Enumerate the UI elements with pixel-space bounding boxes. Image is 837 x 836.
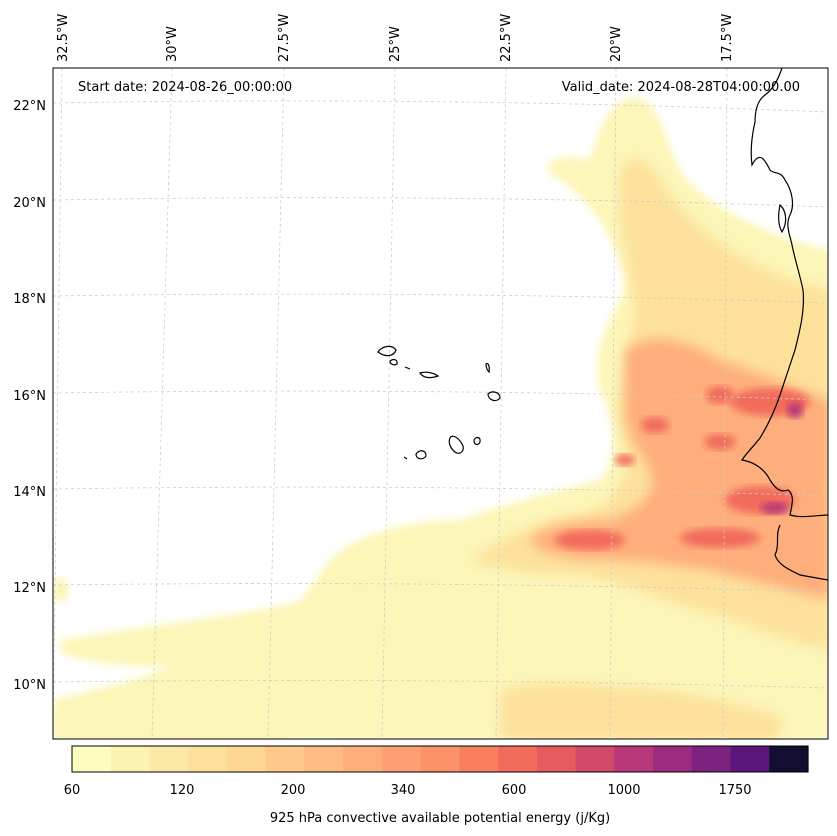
colorbar-segment	[459, 746, 499, 772]
colorbar-segment	[226, 746, 267, 772]
colorbar-segment	[769, 746, 809, 772]
colorbar-segment	[498, 746, 538, 772]
longitude-labels: 32.5°W 30°W 27.5°W 25°W 22.5°W 20°W 17.5…	[56, 14, 735, 62]
cape-field	[53, 97, 828, 739]
colorbar-tick-label: 1750	[718, 783, 751, 798]
colorbar-segment	[304, 746, 344, 772]
colorbar-segment	[149, 746, 189, 772]
colorbar-segment	[691, 746, 732, 772]
colorbar-label: 925 hPa convective available potential e…	[270, 811, 610, 826]
lon-label: 25°W	[388, 26, 403, 62]
colorbar-frame	[71, 745, 809, 773]
colorbar-tick-label: 340	[391, 783, 416, 798]
colorbar-tick-label: 200	[281, 783, 306, 798]
cape-peak	[761, 402, 803, 514]
lon-label: 17.5°W	[720, 14, 735, 62]
cape-verde-islands	[377, 345, 501, 460]
colorbar-tick-label: 1000	[607, 783, 640, 798]
lat-label: 12°N	[13, 581, 46, 596]
lat-label: 18°N	[13, 292, 46, 307]
coastline	[741, 68, 828, 581]
lat-label: 10°N	[13, 678, 46, 693]
colorbar-segment	[614, 746, 654, 772]
lat-label: 16°N	[13, 389, 46, 404]
colorbar-tick-label: 600	[502, 783, 527, 798]
lat-label: 22°N	[13, 99, 46, 114]
valid-date-label: Valid_date: 2024-08-28T04:00:00.00	[562, 80, 800, 95]
colorbar-tick-label: 120	[170, 783, 195, 798]
lat-label: 20°N	[13, 196, 46, 211]
colorbar-segment	[72, 746, 112, 772]
colorbar-segment	[730, 746, 770, 772]
map-frame	[52, 67, 829, 740]
colorbar	[72, 746, 809, 772]
colorbar-ticks: 60 120 200 340 600 1000 1750	[64, 783, 752, 798]
colorbar-segment	[420, 746, 460, 772]
lon-label: 22.5°W	[499, 14, 514, 62]
lat-label: 14°N	[13, 485, 46, 500]
lon-label: 27.5°W	[277, 14, 292, 62]
latitude-labels: 22°N 20°N 18°N 16°N 14°N 12°N 10°N	[13, 99, 46, 693]
colorbar-segment	[110, 746, 151, 772]
colorbar-segment	[343, 746, 383, 772]
colorbar-segment	[188, 746, 228, 772]
gridlines	[53, 68, 828, 739]
colorbar-segment	[536, 746, 577, 772]
colorbar-segment	[575, 746, 615, 772]
lon-label: 30°W	[165, 26, 180, 62]
colorbar-segment	[653, 746, 693, 772]
start-date-label: Start date: 2024-08-26_00:00:00	[78, 80, 292, 95]
lon-label: 20°W	[609, 26, 624, 62]
lon-label: 32.5°W	[56, 14, 71, 62]
colorbar-tick-label: 60	[64, 783, 81, 798]
colorbar-segment	[265, 746, 306, 772]
cape-high-band	[555, 386, 810, 550]
colorbar-segment	[381, 746, 422, 772]
